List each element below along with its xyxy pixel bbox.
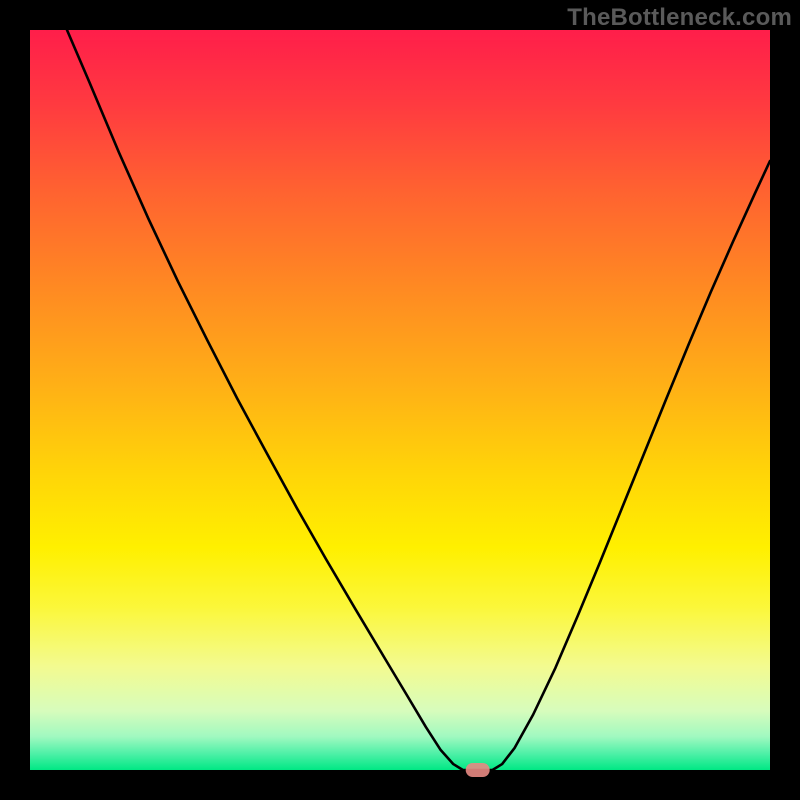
bottleneck-chart: TheBottleneck.com [0,0,800,800]
chart-background [30,30,770,770]
optimal-marker [466,763,490,777]
chart-svg [0,0,800,800]
watermark-text: TheBottleneck.com [567,4,792,32]
